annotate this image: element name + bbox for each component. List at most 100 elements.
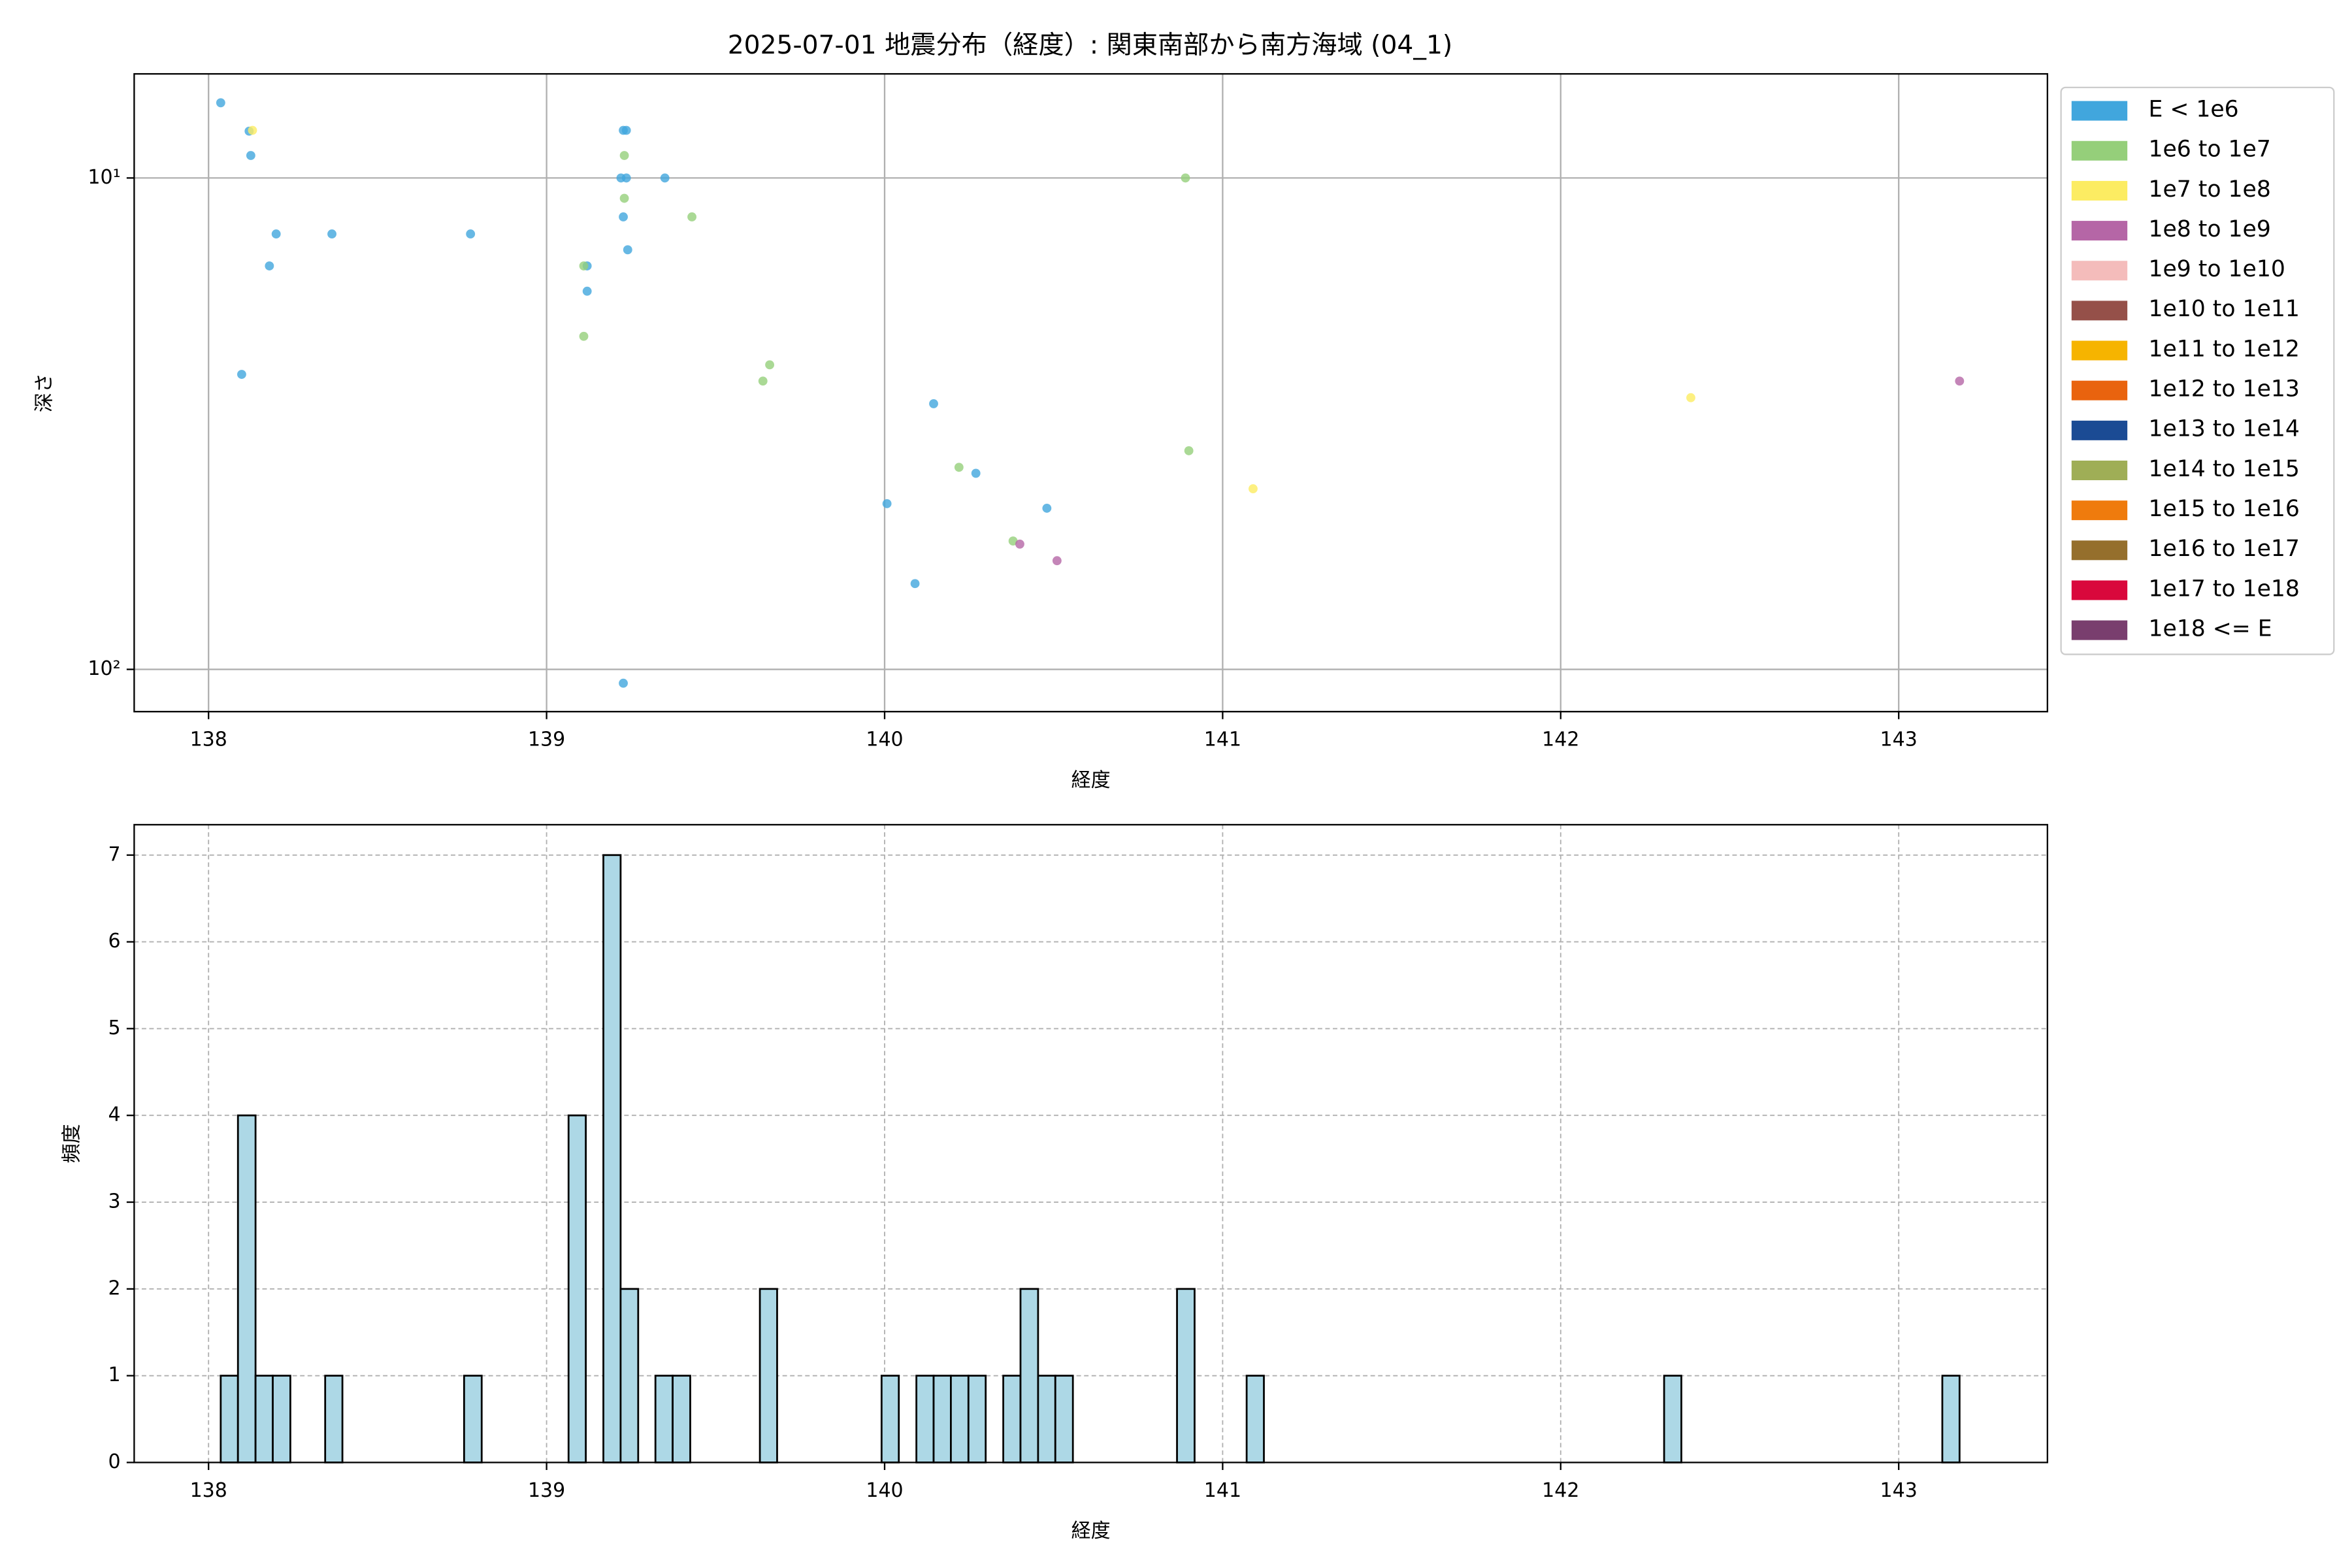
legend-swatch bbox=[2071, 461, 2128, 480]
scatter-point bbox=[687, 212, 697, 221]
legend-swatch bbox=[2071, 540, 2128, 561]
scatter-point bbox=[619, 678, 628, 688]
histogram-bar bbox=[932, 1375, 952, 1463]
histogram-bar bbox=[619, 1288, 640, 1463]
histogram-bar bbox=[1663, 1375, 1682, 1463]
histogram-bar bbox=[1019, 1288, 1039, 1463]
legend-label: 1e8 to 1e9 bbox=[2148, 216, 2270, 242]
scatter-point bbox=[248, 125, 257, 135]
legend-swatch bbox=[2071, 261, 2128, 281]
y-axis-label: 深さ bbox=[33, 373, 56, 412]
scatter-point bbox=[929, 399, 938, 408]
histogram-bar bbox=[967, 1375, 987, 1463]
histogram-bar bbox=[1037, 1375, 1056, 1463]
histogram-bar bbox=[1002, 1375, 1022, 1463]
legend-swatch bbox=[2071, 221, 2128, 241]
x-tick-label: 140 bbox=[866, 1479, 903, 1502]
x-tick-label: 139 bbox=[528, 1479, 565, 1502]
histogram-bar bbox=[672, 1375, 691, 1463]
legend-label: 1e15 to 1e16 bbox=[2148, 496, 2299, 522]
scatter-point bbox=[1052, 556, 1062, 566]
x-tick-label: 139 bbox=[528, 728, 565, 751]
legend-frame bbox=[2060, 86, 2335, 655]
legend-swatch bbox=[2071, 380, 2128, 400]
scatter-point bbox=[466, 229, 476, 239]
scatter-point bbox=[246, 151, 255, 160]
x-tick-label: 141 bbox=[1204, 1479, 1241, 1502]
scatter-point bbox=[1015, 539, 1024, 549]
histogram-bar bbox=[602, 854, 622, 1463]
scatter-point bbox=[971, 468, 981, 478]
histogram-bar bbox=[1245, 1375, 1265, 1463]
scatter-point bbox=[758, 376, 768, 386]
y-tick-label: 5 bbox=[108, 1017, 121, 1039]
scatter-point bbox=[910, 579, 920, 589]
y-tick-label: 4 bbox=[108, 1103, 121, 1126]
x-tick-label: 138 bbox=[190, 728, 227, 751]
x-tick-label: 143 bbox=[1880, 1479, 1918, 1502]
x-tick-label: 143 bbox=[1880, 728, 1918, 751]
legend-swatch bbox=[2071, 580, 2128, 600]
x-tick-label: 141 bbox=[1204, 728, 1241, 751]
scatter-point bbox=[265, 261, 274, 270]
x-tick-label: 142 bbox=[1542, 1479, 1579, 1502]
scatter-point bbox=[660, 173, 670, 183]
legend-label: 1e13 to 1e14 bbox=[2148, 416, 2299, 442]
scatter-point bbox=[579, 261, 589, 270]
legend: E < 1e6 1e6 to 1e7 1e7 to 1e8 1e8 to 1e9 1e9… bbox=[2060, 86, 2335, 655]
legend-swatch bbox=[2071, 301, 2128, 321]
histogram-bar bbox=[1054, 1375, 1074, 1463]
scatter-point bbox=[619, 151, 629, 160]
legend-label: 1e16 to 1e17 bbox=[2148, 536, 2299, 562]
legend-label: E < 1e6 bbox=[2148, 96, 2238, 122]
histogram-bar bbox=[759, 1288, 778, 1463]
legend-label: 1e18 <= E bbox=[2148, 615, 2272, 642]
x-tick-label: 138 bbox=[190, 1479, 227, 1502]
scatter-point bbox=[1249, 484, 1258, 494]
legend-label: 1e7 to 1e8 bbox=[2148, 176, 2270, 203]
scatter-point bbox=[237, 370, 246, 379]
legend-swatch bbox=[2071, 620, 2128, 640]
histogram-bar bbox=[272, 1375, 291, 1463]
legend-swatch bbox=[2071, 140, 2128, 161]
y-axis-label: 頻度 bbox=[60, 1124, 83, 1163]
scatter-point bbox=[579, 331, 589, 341]
y-tick-label: 7 bbox=[108, 843, 121, 866]
histogram-bar bbox=[463, 1375, 483, 1463]
legend-label: 1e14 to 1e15 bbox=[2148, 456, 2299, 482]
y-tick-label: 0 bbox=[108, 1450, 121, 1473]
legend-swatch bbox=[2071, 420, 2128, 440]
y-tick-label: 10² bbox=[88, 657, 120, 680]
scatter-point bbox=[765, 360, 775, 370]
scatter-point bbox=[271, 229, 281, 239]
scatter-point bbox=[621, 173, 631, 183]
x-tick-label: 142 bbox=[1542, 728, 1579, 751]
x-tick-label: 140 bbox=[866, 728, 903, 751]
plot-frame bbox=[133, 73, 2048, 713]
scatter-point bbox=[1184, 446, 1194, 455]
chart-title: 2025-07-01 地震分布（経度）: 関東南部から南方海域 (04_1) bbox=[728, 31, 1453, 60]
histogram-bar bbox=[1941, 1375, 1961, 1463]
histogram-bar bbox=[324, 1375, 344, 1463]
y-tick-label: 2 bbox=[108, 1277, 121, 1299]
scatter-point bbox=[954, 463, 964, 472]
scatter-point bbox=[582, 286, 592, 296]
y-tick-label: 3 bbox=[108, 1190, 121, 1213]
scatter-point bbox=[882, 498, 892, 508]
scatter-point bbox=[1955, 376, 1965, 386]
scatter-point bbox=[619, 212, 628, 221]
legend-label: 1e6 to 1e7 bbox=[2148, 137, 2270, 163]
scatter-point bbox=[1008, 536, 1018, 546]
y-tick-label: 6 bbox=[108, 930, 121, 953]
legend-label: 1e11 to 1e12 bbox=[2148, 336, 2299, 362]
scatter-point bbox=[216, 98, 225, 108]
plot-frame bbox=[133, 824, 2048, 1463]
y-tick-label: 1 bbox=[108, 1364, 121, 1386]
y-tick-label: 10¹ bbox=[88, 166, 120, 189]
scatter-point bbox=[619, 193, 629, 203]
histogram-bar bbox=[654, 1375, 674, 1463]
histogram-bar bbox=[237, 1114, 257, 1463]
